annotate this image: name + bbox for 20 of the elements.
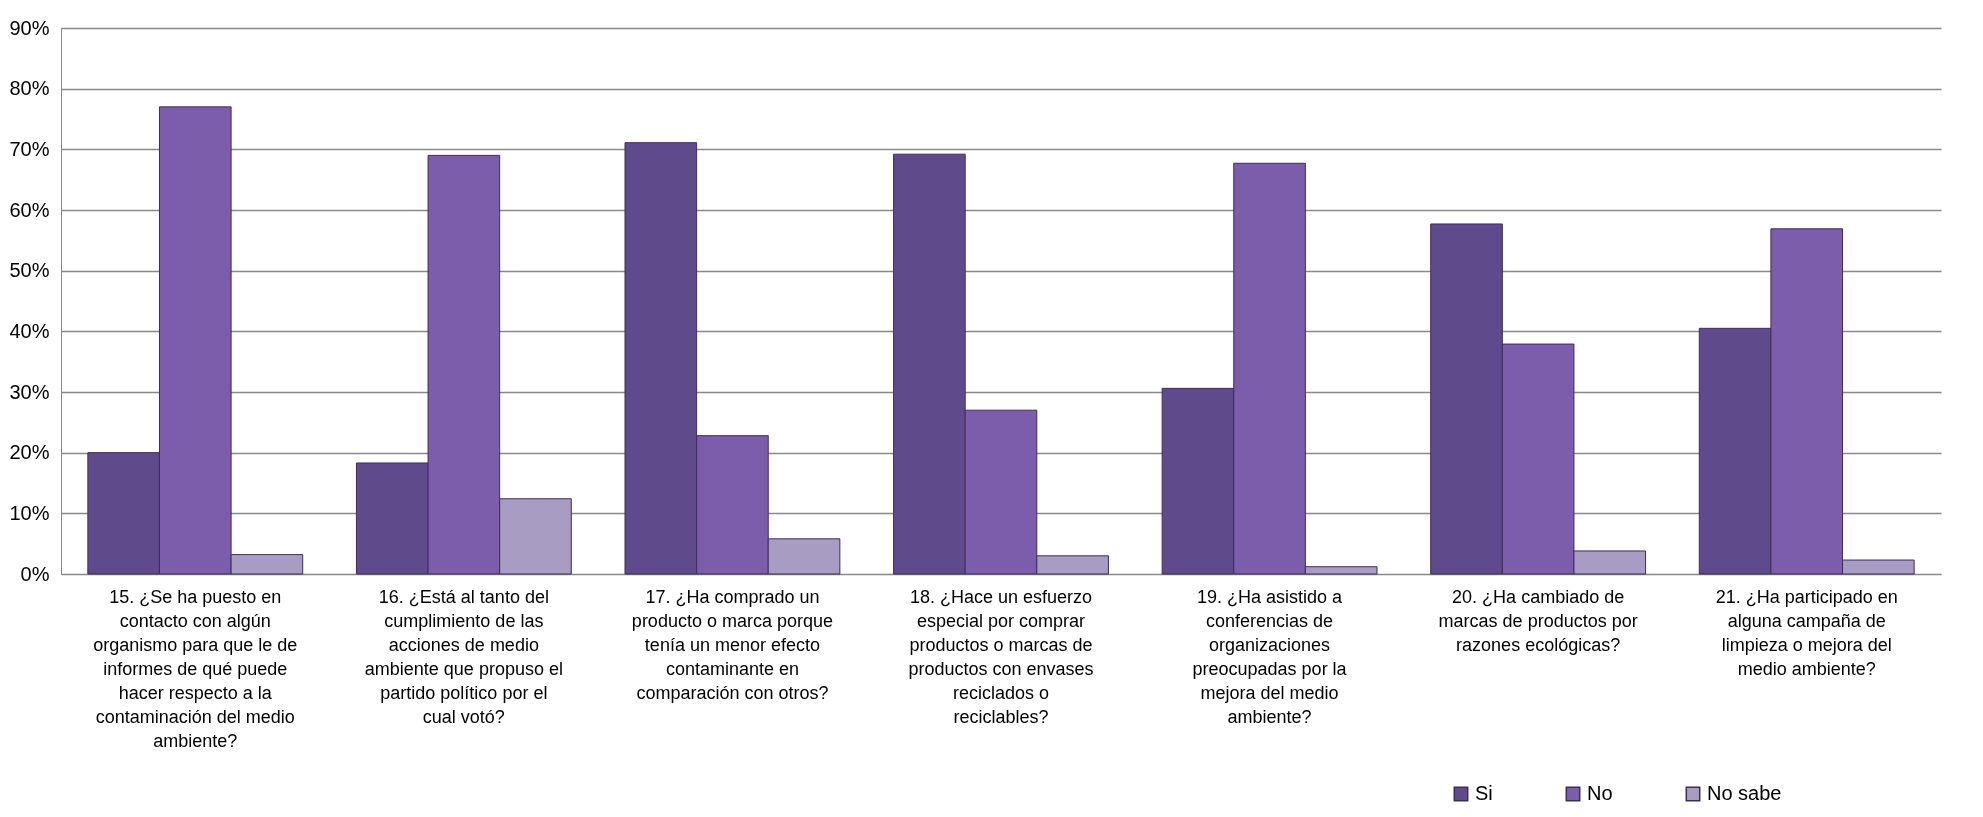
legend-label: Si bbox=[1475, 782, 1493, 804]
y-tick-label: 40% bbox=[9, 319, 50, 342]
x-tick-label: 15. ¿Se ha puesto en contacto con algún organismo para que le de informes de qué puede hacer respecto a la contaminación del medio ambiente? bbox=[93, 586, 298, 751]
y-tick-label: 90% bbox=[9, 16, 50, 39]
y-tick-label: 30% bbox=[9, 380, 50, 403]
y-tick-label: 0% bbox=[20, 562, 50, 585]
y-tick-label: 20% bbox=[9, 441, 50, 464]
x-tick-label: 16. ¿Está al tanto del cumplimiento de las acciones de medio ambiente que propuso el partido político por el cual votó? bbox=[364, 586, 563, 727]
x-tick-label: 17. ¿Ha comprado un producto o marca porque tenía un menor efecto contaminante en comparación con otros? bbox=[631, 586, 833, 703]
y-tick-label: 70% bbox=[9, 137, 50, 160]
y-tick-label: 80% bbox=[9, 77, 50, 100]
y-tick-label: 50% bbox=[9, 259, 50, 282]
legend-label: No bbox=[1587, 782, 1613, 804]
y-tick-label: 60% bbox=[9, 198, 50, 221]
x-tick-label: 18. ¿Hace un esfuerzo especial por comprar productos o marcas de productos con envases reciclados o reciclables? bbox=[908, 586, 1094, 727]
legend-label: No sabe bbox=[1707, 782, 1782, 804]
y-tick-label: 10% bbox=[9, 501, 50, 524]
x-tick-label: 20. ¿Ha cambiado de marcas de productos por razones ecológicas? bbox=[1438, 586, 1638, 655]
x-tick-label: 19. ¿Ha asistido a conferencias de organizaciones preocupadas por la mejora del medio ambiente? bbox=[1192, 586, 1348, 727]
x-tick-label: 21. ¿Ha participado en alguna campaña de limpieza o mejora del medio ambiente? bbox=[1715, 586, 1898, 679]
